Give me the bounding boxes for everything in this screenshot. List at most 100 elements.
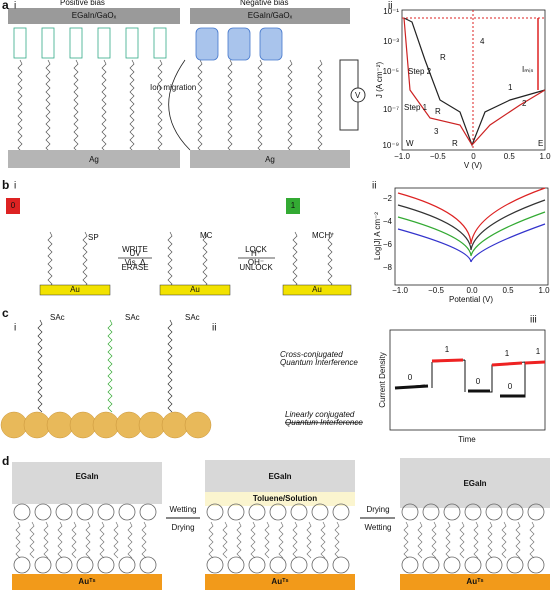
label: Wetting	[170, 505, 197, 514]
head	[13, 27, 27, 59]
chain	[82, 231, 88, 289]
x-tick-label: 0.0	[466, 286, 478, 295]
atom	[0, 411, 28, 439]
label: 1	[291, 201, 296, 210]
high-state	[431, 358, 546, 367]
chain	[292, 521, 298, 559]
annotation: 2	[522, 99, 527, 108]
label: ERASE	[121, 263, 148, 272]
atom	[69, 411, 97, 439]
head	[69, 27, 83, 59]
y-tick-label: 10⁻⁹	[382, 141, 399, 150]
fullerene	[527, 556, 545, 574]
head	[41, 27, 55, 59]
atom	[138, 411, 166, 439]
annotation: Step 2	[408, 67, 432, 76]
y-tick-label: −6	[383, 240, 393, 249]
arrow	[168, 59, 191, 151]
fullerene	[55, 556, 73, 574]
label: Drying	[366, 505, 389, 514]
label: ii	[388, 1, 392, 12]
fullerene	[269, 503, 287, 521]
fullerene	[248, 556, 266, 574]
chain	[287, 59, 293, 153]
electrode	[190, 8, 350, 24]
chain	[129, 59, 135, 153]
atom	[115, 411, 143, 439]
chain	[71, 521, 77, 559]
fullerene	[34, 503, 52, 521]
axis-label: V (V)	[464, 161, 483, 170]
label: EGaIn/GaOₓ	[72, 11, 117, 20]
curve	[397, 211, 546, 257]
chain	[45, 59, 51, 153]
fullerene	[485, 556, 503, 574]
head	[125, 27, 139, 59]
label: Ion migration	[150, 83, 196, 92]
low-state	[394, 384, 525, 398]
substrate	[190, 150, 350, 168]
label: Quantum Interference	[280, 358, 358, 367]
fullerene	[422, 556, 440, 574]
x-tick-label: 0	[471, 152, 476, 161]
x-tick-label: 1.0	[538, 286, 550, 295]
chain	[85, 521, 91, 559]
label: Au	[190, 285, 200, 294]
substrate	[205, 574, 355, 590]
label: 0	[508, 382, 513, 391]
label: Vis, Δ	[125, 258, 146, 267]
electrode	[400, 458, 550, 508]
annotation: Step 1	[404, 103, 428, 112]
y-tick-label: 10⁻⁵	[383, 67, 399, 76]
label: WRITE	[122, 245, 148, 254]
label: Au	[70, 285, 80, 294]
fullerene	[443, 556, 461, 574]
atom	[92, 411, 120, 439]
electrode	[8, 8, 180, 24]
fullerene	[464, 503, 482, 521]
label: EGaIn	[268, 472, 291, 481]
chain	[43, 521, 49, 559]
chain	[141, 521, 147, 559]
label: UV	[129, 249, 141, 258]
head	[259, 27, 283, 61]
chain	[501, 521, 507, 559]
label: H⁺	[251, 249, 261, 258]
fullerene	[401, 503, 419, 521]
annotation: R	[452, 139, 458, 148]
label: UNLOCK	[239, 263, 273, 272]
chain	[202, 231, 208, 289]
x-tick-label: −1.0	[392, 286, 408, 295]
fullerene	[139, 556, 157, 574]
atom	[46, 411, 74, 439]
fullerene	[401, 556, 419, 574]
fullerene	[97, 503, 115, 521]
chain	[29, 521, 35, 559]
label: 1	[536, 347, 541, 356]
fullerene	[227, 556, 245, 574]
x-tick-label: 0.5	[504, 152, 516, 161]
y-tick-label: −4	[383, 217, 393, 226]
fullerene	[118, 503, 136, 521]
label: Linearly conjugated	[285, 410, 355, 419]
axis-label: Potential (V)	[449, 295, 493, 304]
x-tick-label: −0.5	[428, 286, 444, 295]
annotation: Iₘᵢₛ	[522, 65, 533, 74]
curve	[397, 223, 546, 263]
chain	[327, 231, 333, 289]
fullerene	[464, 556, 482, 574]
chain	[317, 59, 323, 153]
label: MCH⁺	[312, 231, 334, 240]
chain	[107, 319, 113, 413]
curve	[397, 199, 546, 251]
label: LOCK	[245, 245, 267, 254]
label: Auᵀˢ	[466, 577, 483, 586]
chain	[257, 59, 263, 153]
label: ii	[372, 181, 376, 192]
chain	[292, 231, 298, 289]
chain	[445, 521, 451, 559]
head	[153, 27, 167, 59]
label: Ag	[265, 155, 275, 164]
fullerene	[422, 503, 440, 521]
